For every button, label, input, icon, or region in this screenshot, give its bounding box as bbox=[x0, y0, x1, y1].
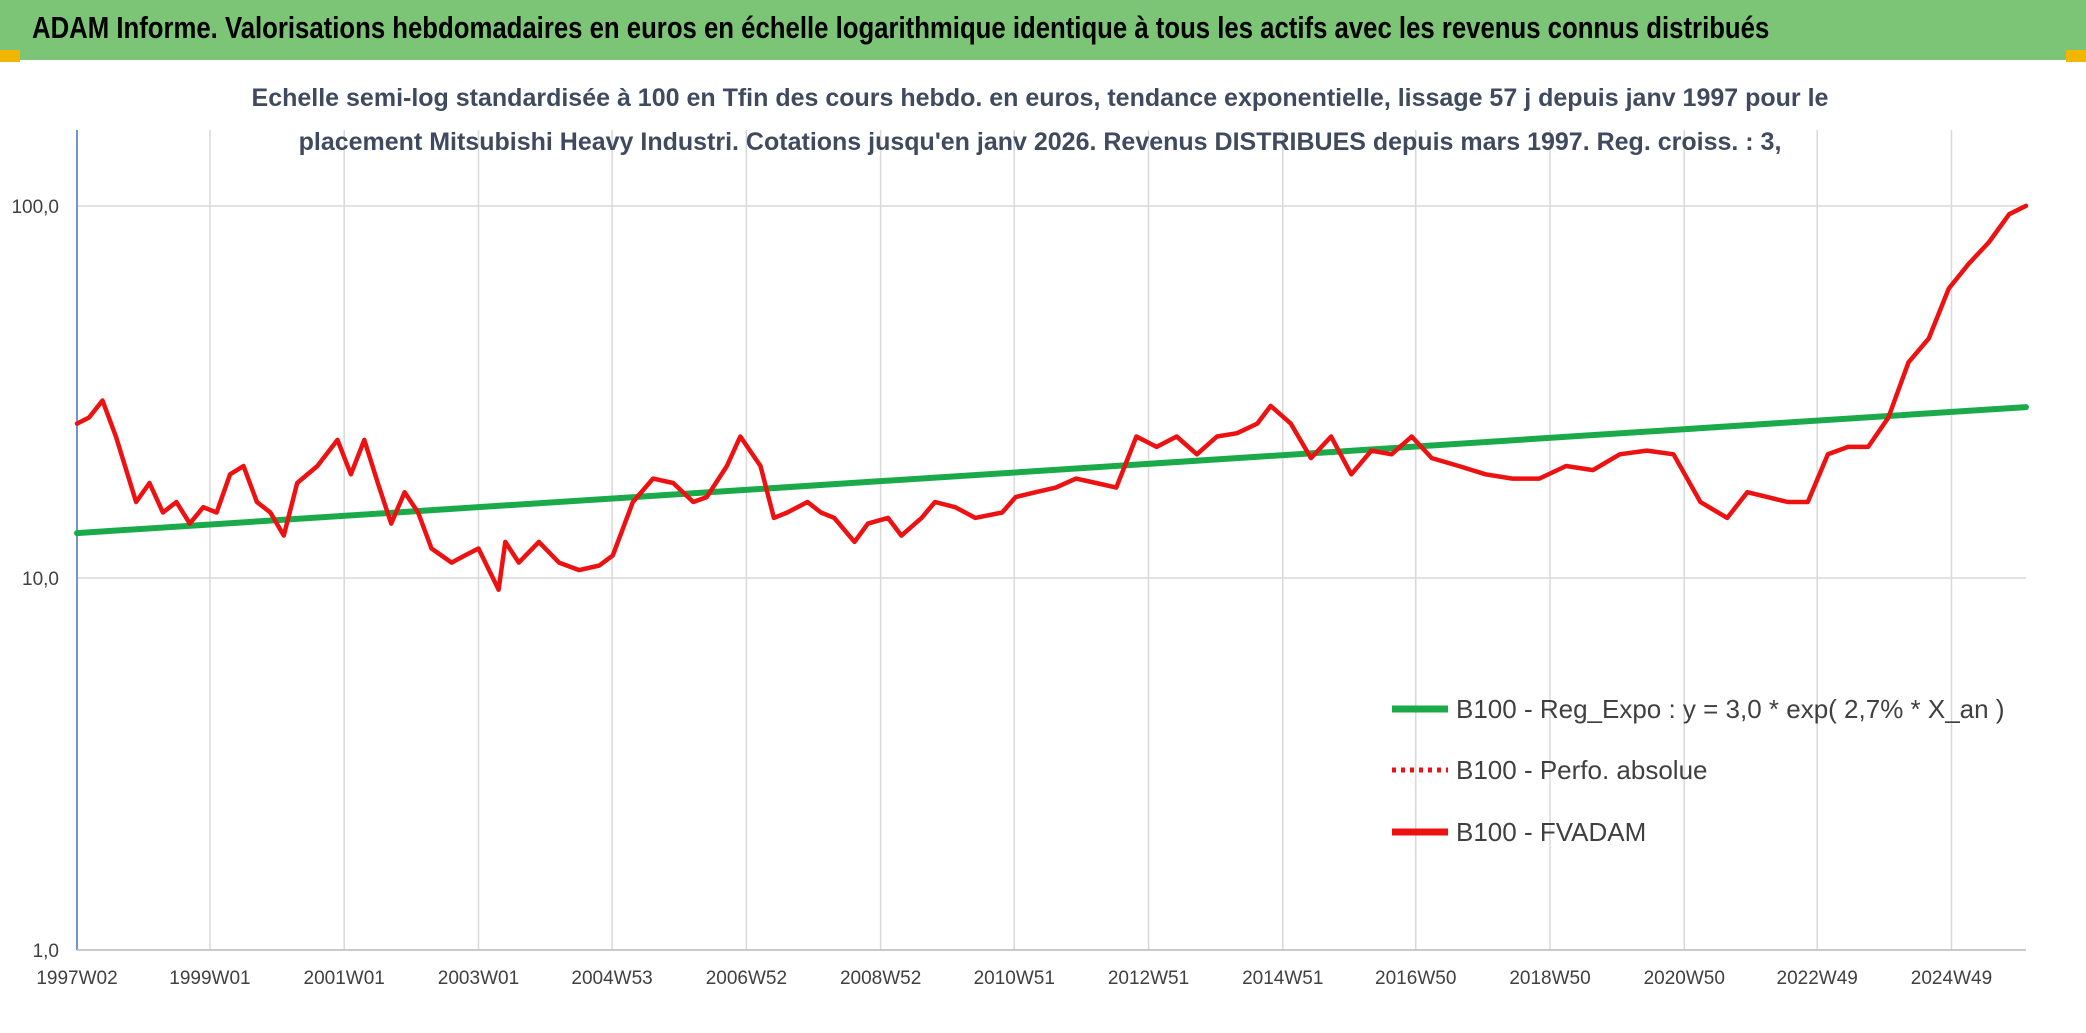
x-tick-label: 2016W50 bbox=[1375, 968, 1456, 989]
x-tick-label: 2010W51 bbox=[974, 968, 1055, 989]
corner-marker-right bbox=[2066, 50, 2086, 62]
legend: B100 - Reg_Expo : y = 3,0 * exp( 2,7% * … bbox=[1392, 694, 2005, 847]
legend-label-regression: B100 - Reg_Expo : y = 3,0 * exp( 2,7% * … bbox=[1456, 694, 2005, 724]
x-tick-label: 2008W52 bbox=[840, 968, 921, 989]
axes bbox=[76, 130, 2026, 951]
x-tick-label: 1999W01 bbox=[169, 968, 250, 989]
gridlines bbox=[77, 130, 2026, 951]
legend-label-perfo: B100 - Perfo. absolue bbox=[1456, 755, 1708, 785]
y-tick-label: 1,0 bbox=[33, 941, 59, 962]
x-tick-label: 2006W52 bbox=[706, 968, 787, 989]
chart-svg: Echelle semi-log standardisée à 100 en T… bbox=[11, 84, 2029, 989]
x-axis-tick-labels: 1997W02 1999W01 2001W01 2003W01 2004W53 2006W… bbox=[36, 968, 1992, 989]
y-tick-label: 100,0 bbox=[11, 197, 59, 218]
x-tick-label: 2024W49 bbox=[1911, 968, 1992, 989]
x-tick-label: 2004W53 bbox=[571, 968, 652, 989]
x-tick-label: 2022W49 bbox=[1777, 968, 1858, 989]
series-line-regression bbox=[74, 404, 2029, 537]
chart-subtitle-line1: Echelle semi-log standardisée à 100 en T… bbox=[252, 84, 1829, 112]
legend-label-fvadam: B100 - FVADAM bbox=[1456, 817, 1646, 847]
y-tick-label: 10,0 bbox=[22, 569, 59, 590]
y-axis-tick-labels: 1,0 10,0 100,0 bbox=[11, 197, 59, 962]
title-bar: ADAM Informe. Valorisations hebdomadaire… bbox=[0, 0, 2086, 60]
x-tick-label: 2012W51 bbox=[1108, 968, 1189, 989]
series-lines bbox=[74, 203, 2029, 592]
x-tick-label: 2014W51 bbox=[1242, 968, 1323, 989]
x-tick-label: 2003W01 bbox=[438, 968, 519, 989]
report-title: ADAM Informe. Valorisations hebdomadaire… bbox=[32, 10, 1770, 45]
chart-subtitle-line2: placement Mitsubishi Heavy Industri. Cot… bbox=[299, 128, 1782, 156]
series-line-fvadam bbox=[74, 203, 2029, 592]
x-tick-label: 2020W50 bbox=[1644, 968, 1725, 989]
x-tick-label: 2001W01 bbox=[304, 968, 385, 989]
chart-area: Echelle semi-log standardisée à 100 en T… bbox=[0, 60, 2086, 1033]
corner-marker-left bbox=[0, 50, 20, 62]
x-tick-label: 2018W50 bbox=[1509, 968, 1590, 989]
x-tick-label: 1997W02 bbox=[36, 968, 117, 989]
